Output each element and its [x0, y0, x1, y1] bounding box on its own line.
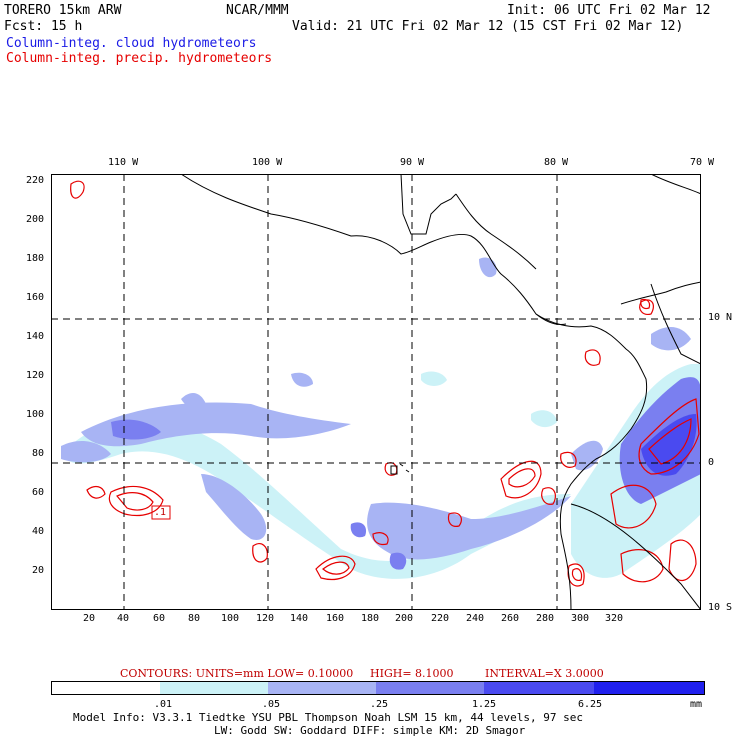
x-tick-label: 180 — [361, 613, 380, 624]
colorbar-label: .05 — [262, 699, 281, 710]
init-time: Init: 06 UTC Fri 02 Mar 12 — [507, 3, 711, 18]
x-tick-label: 80 — [188, 613, 201, 624]
x-tick-label: 220 — [431, 613, 450, 624]
y-tick-label: 100 — [26, 409, 45, 420]
x-tick-label: 140 — [290, 613, 309, 624]
x-tick-label: 280 — [536, 613, 555, 624]
colorbar-label: 6.25 — [578, 699, 603, 710]
contour-high: HIGH= 8.1000 — [370, 667, 454, 680]
map-frame — [51, 174, 701, 610]
colorbar-swatch — [52, 682, 160, 694]
model-info-line2: LW: Godd SW: Goddard DIFF: simple KM: 2D… — [214, 724, 526, 737]
cloud-field-title: Column-integ. cloud hydrometeors — [6, 36, 257, 51]
graticule — [51, 174, 701, 610]
lon-label: 110 W — [108, 157, 139, 168]
y-tick-label: 40 — [32, 526, 45, 537]
colorbar-label: .25 — [370, 699, 389, 710]
forecast-map — [51, 174, 701, 610]
model-title: TORERO 15km ARW — [4, 3, 122, 18]
x-tick-label: 260 — [501, 613, 520, 624]
organization-label: NCAR/MMM — [226, 3, 289, 18]
colorbar-label: .01 — [154, 699, 173, 710]
lon-label: 100 W — [252, 157, 283, 168]
x-tick-label: 300 — [571, 613, 590, 624]
y-tick-label: 20 — [32, 565, 45, 576]
y-tick-label: 60 — [32, 487, 45, 498]
x-tick-label: 100 — [221, 613, 240, 624]
lon-label: 80 W — [544, 157, 569, 168]
lon-label: 70 W — [690, 157, 715, 168]
colorbar-swatch — [268, 682, 376, 694]
colorbar-label: 1.25 — [472, 699, 497, 710]
colorbar: .01 .05 .25 1.25 6.25 mm — [51, 681, 705, 710]
colorbar-swatch — [484, 682, 594, 694]
model-info-line1: Model Info: V3.3.1 Tiedtke YSU PBL Thomp… — [73, 711, 583, 724]
y-tick-label: 180 — [26, 253, 45, 264]
contour-interval: INTERVAL=X 3.0000 — [485, 667, 604, 680]
x-tick-label: 200 — [395, 613, 414, 624]
lat-label: 10 N — [708, 312, 733, 323]
lat-label: 10 S — [708, 602, 733, 613]
colorbar-swatch — [376, 682, 484, 694]
x-tick-label: 60 — [153, 613, 166, 624]
precip-field-title: Column-integ. precip. hydrometeors — [6, 51, 273, 66]
lat-label: 0 — [708, 457, 715, 468]
coastlines — [180, 174, 701, 610]
y-tick-label: 80 — [32, 448, 45, 459]
y-tick-label: 160 — [26, 292, 45, 303]
colorbar-swatch — [160, 682, 268, 694]
lon-label: 90 W — [400, 157, 425, 168]
x-tick-label: 160 — [326, 613, 345, 624]
y-tick-label: 220 — [26, 175, 45, 186]
y-tick-label: 200 — [26, 214, 45, 225]
forecast-hour: Fcst: 15 h — [4, 19, 83, 34]
y-tick-label: 140 — [26, 331, 45, 342]
colorbar-unit: mm — [690, 699, 703, 710]
y-tick-label: 120 — [26, 370, 45, 381]
contour-label: .1 — [154, 507, 167, 518]
x-tick-label: 240 — [466, 613, 485, 624]
contour-units: CONTOURS: UNITS=mm LOW= 0.10000 — [120, 667, 354, 680]
valid-time: Valid: 21 UTC Fri 02 Mar 12 (15 CST Fri … — [292, 19, 684, 34]
x-tick-label: 120 — [256, 613, 275, 624]
x-tick-label: 20 — [83, 613, 96, 624]
x-tick-label: 40 — [117, 613, 130, 624]
x-tick-label: 320 — [605, 613, 624, 624]
colorbar-swatch — [594, 682, 704, 694]
